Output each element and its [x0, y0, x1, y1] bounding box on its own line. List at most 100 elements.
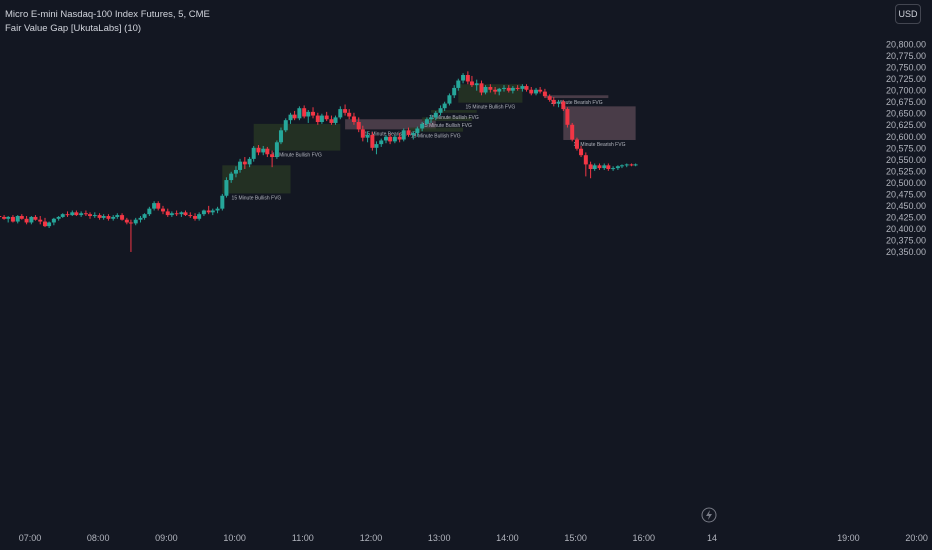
x-axis-tick-label: 12:00 — [360, 533, 383, 543]
candle-bull — [474, 83, 479, 86]
candle-bull — [592, 165, 597, 170]
x-axis-tick-label: 15:00 — [564, 533, 587, 543]
candle-bull — [497, 88, 502, 92]
y-axis-tick-label: 20,425.00 — [886, 212, 926, 222]
candle-bull — [169, 213, 174, 216]
candle-bull — [79, 213, 84, 216]
candle-bear — [561, 101, 566, 110]
candle-bear — [43, 221, 48, 227]
candle-bull — [611, 168, 616, 170]
candle-bull — [456, 80, 461, 88]
candle-bull — [452, 87, 457, 96]
fvg-zone-bull — [458, 84, 523, 103]
candle-bull — [447, 95, 452, 104]
candle-bear — [465, 75, 470, 82]
candle-bull — [138, 217, 143, 220]
x-axis-tick-label: 08:00 — [87, 533, 110, 543]
fvg-label: 15 Minute Bullish FVG — [272, 153, 322, 159]
candle-bull — [319, 115, 324, 123]
y-axis-tick-label: 20,550.00 — [886, 155, 926, 165]
candle-bull — [420, 123, 425, 129]
fvg-zone-bull — [222, 165, 291, 194]
candle-bull — [615, 166, 620, 169]
y-axis-tick-label: 20,600.00 — [886, 132, 926, 142]
candle-bear — [588, 164, 593, 170]
candle-bear — [74, 212, 79, 216]
candle-bear — [128, 222, 133, 224]
x-axis-tick-label: 13:00 — [428, 533, 451, 543]
candle-bear — [406, 130, 411, 135]
candle-bear — [97, 215, 102, 218]
fvg-zone-bull — [253, 123, 341, 151]
candle-bull — [179, 212, 184, 215]
fvg-zone-bull — [408, 127, 464, 132]
fvg-label: 15 Minute Bullish FVG — [422, 123, 472, 129]
candle-bear — [292, 114, 297, 119]
candle-bear — [38, 219, 43, 222]
fvg-label: 15 Minute Bearish FVG — [573, 142, 625, 148]
fvg-zone-bull — [422, 117, 472, 122]
candle-bull — [374, 144, 379, 148]
candle-bear — [547, 96, 552, 100]
y-axis-tick-label: 20,775.00 — [886, 51, 926, 61]
candle-bear — [311, 111, 316, 116]
candle-bull — [520, 86, 525, 89]
candle-bear — [183, 212, 188, 216]
y-axis-tick-label: 20,625.00 — [886, 120, 926, 130]
candle-bear — [629, 164, 634, 166]
y-axis-tick-label: 20,650.00 — [886, 109, 926, 119]
candle-bull — [501, 87, 506, 89]
candle-bull — [238, 161, 243, 170]
fvg-label: 15 Minute Bullish FVG — [465, 105, 515, 111]
indicator-title: Fair Value Gap [UkutaLabs] (10) — [5, 23, 142, 34]
candle-bull — [633, 164, 638, 166]
candle-bull — [56, 216, 61, 219]
x-axis-tick-label: 16:00 — [633, 533, 656, 543]
candle-bull — [101, 216, 106, 218]
lightning-icon[interactable] — [701, 507, 717, 523]
candle-bull — [278, 130, 283, 143]
candle-bull — [29, 216, 34, 223]
y-axis-tick-label: 20,475.00 — [886, 189, 926, 199]
currency-button[interactable]: USD — [895, 4, 921, 24]
candle-bull — [210, 210, 215, 213]
chart-header: Micro E-mini Nasdaq-100 Index Futures, 5… — [5, 8, 210, 36]
candle-bull — [247, 158, 252, 165]
fvg-label: 15 Minute Bullish FVG — [232, 195, 282, 201]
candle-bull — [297, 108, 302, 119]
candle-bear — [315, 115, 320, 123]
candle-bear — [388, 136, 393, 142]
candle-bull — [133, 219, 138, 224]
candle-bull — [288, 114, 293, 121]
y-axis-tick-label: 20,675.00 — [886, 97, 926, 107]
candle-bear — [356, 122, 361, 130]
candle-bear — [156, 203, 161, 209]
candle-bull — [411, 133, 416, 135]
candle-bear — [33, 216, 38, 220]
candle-bear — [347, 112, 352, 117]
candle-bear — [265, 148, 270, 155]
symbol-title: Micro E-mini Nasdaq-100 Index Futures, 5… — [5, 9, 210, 20]
candle-bear — [579, 148, 584, 156]
candle-bear — [302, 108, 307, 117]
candle-bear — [242, 161, 247, 165]
candle-bear — [324, 115, 329, 120]
x-axis-tick-label: 19:00 — [837, 533, 860, 543]
candle-bull — [306, 111, 311, 117]
y-axis-tick-label: 20,525.00 — [886, 166, 926, 176]
y-axis-tick-label: 20,500.00 — [886, 178, 926, 188]
candle-bull — [438, 108, 443, 113]
candle-bull — [384, 136, 389, 141]
candle-bear — [256, 147, 261, 153]
candle-bear — [0, 216, 2, 218]
candle-bull — [51, 218, 56, 223]
y-axis-tick-label: 20,450.00 — [886, 201, 926, 211]
candle-bear — [551, 99, 556, 104]
candle-bear — [10, 216, 15, 222]
candle-bear — [351, 116, 356, 123]
candle-bull — [619, 165, 624, 167]
candle-bear — [565, 109, 570, 125]
candle-bull — [338, 109, 343, 118]
candle-bear — [370, 134, 375, 148]
